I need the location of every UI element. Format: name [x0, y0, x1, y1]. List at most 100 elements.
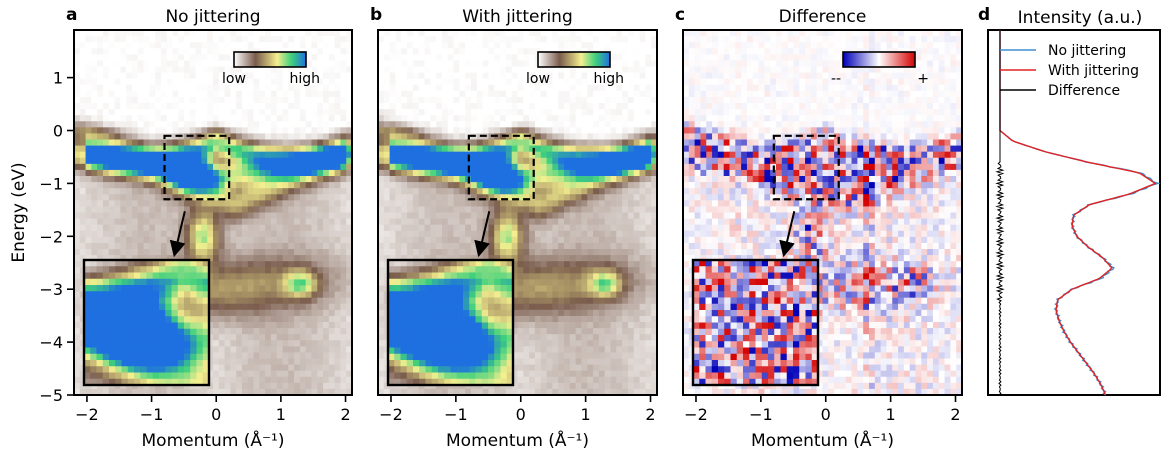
heatmap-cell	[259, 72, 266, 80]
inset-cell	[177, 303, 185, 311]
heatmap-cell	[259, 309, 266, 317]
inset-cell	[165, 272, 172, 280]
heatmap-cell	[476, 194, 484, 201]
heatmap-cell	[328, 358, 336, 365]
heatmap-cell	[459, 84, 466, 92]
heatmap-cell	[500, 42, 507, 49]
heatmap-cell	[108, 42, 115, 49]
heatmap-cell	[517, 78, 524, 86]
heatmap-cell	[430, 30, 437, 37]
heatmap-cell	[114, 133, 121, 140]
heatmap-cell	[305, 200, 312, 207]
heatmap-cell	[149, 60, 156, 67]
heatmap-cell	[378, 182, 385, 189]
heatmap-cell	[201, 157, 208, 165]
heatmap-cell	[299, 279, 307, 286]
heatmap-cell	[97, 151, 104, 159]
heatmap-cell	[102, 54, 110, 61]
heatmap-cell	[511, 176, 518, 183]
heatmap-cell	[447, 169, 454, 177]
heatmap-cell	[418, 72, 425, 80]
heatmap-cell	[436, 103, 443, 110]
heatmap-cell	[299, 346, 307, 353]
heatmap-cell	[299, 242, 307, 250]
heatmap-cell	[282, 169, 289, 177]
heatmap-cell	[259, 382, 266, 390]
heatmap-cell	[288, 255, 295, 262]
heatmap-cell	[500, 109, 507, 116]
heatmap-cell	[511, 315, 518, 323]
heatmap-cell	[172, 169, 179, 177]
heatmap-cell	[305, 230, 312, 238]
heatmap-cell	[383, 66, 391, 73]
heatmap-cell	[389, 249, 396, 256]
heatmap-cell	[218, 163, 225, 171]
heatmap-cell	[334, 30, 341, 37]
heatmap-cell	[500, 212, 507, 219]
heatmap-cell	[418, 200, 425, 207]
heatmap-cell	[299, 328, 307, 335]
heatmap-cell	[265, 291, 272, 299]
heatmap-cell	[207, 334, 214, 341]
heatmap-cell	[447, 176, 454, 183]
heatmap-cell	[317, 236, 324, 244]
heatmap-cell	[126, 78, 133, 86]
heatmap-cell	[311, 151, 318, 159]
heatmap-cell	[201, 242, 208, 250]
heatmap-cell	[418, 157, 425, 165]
heatmap-cell	[253, 303, 260, 311]
heatmap-cell	[378, 236, 385, 244]
heatmap-cell	[523, 36, 530, 43]
inset-cell	[159, 353, 166, 361]
heatmap-cell	[79, 200, 86, 207]
heatmap-cell	[436, 48, 443, 55]
heatmap-cell	[441, 78, 449, 86]
heatmap-cell	[224, 151, 231, 159]
heatmap-cell	[114, 157, 121, 165]
inset-cell	[109, 260, 116, 267]
heatmap-cell	[213, 224, 220, 232]
heatmap-cell	[500, 84, 507, 92]
heatmap-cell	[85, 78, 92, 86]
heatmap-cell	[305, 334, 312, 341]
inset-cell	[127, 322, 135, 330]
heatmap-cell	[517, 370, 524, 378]
heatmap-cell	[102, 242, 110, 250]
heatmap-cell	[412, 54, 420, 61]
heatmap-cell	[494, 78, 501, 86]
heatmap-cell	[453, 30, 460, 37]
heatmap-cell	[317, 291, 324, 299]
heatmap-cell	[505, 236, 513, 244]
heatmap-cell	[114, 109, 121, 116]
heatmap-cell	[131, 30, 139, 37]
inset-cell	[196, 260, 204, 267]
heatmap-cell	[529, 236, 536, 244]
heatmap-cell	[288, 96, 295, 104]
heatmap-cell	[184, 145, 191, 153]
heatmap-cell	[346, 328, 353, 335]
heatmap-cell	[305, 182, 312, 189]
heatmap-cell	[247, 291, 254, 299]
heatmap-cell	[305, 236, 312, 244]
heatmap-cell	[247, 218, 254, 226]
heatmap-cell	[407, 169, 414, 177]
heatmap-cell	[523, 90, 530, 98]
heatmap-cell	[334, 182, 341, 189]
heatmap-cell	[143, 48, 150, 55]
heatmap-cell	[241, 358, 249, 365]
heatmap-cell	[453, 194, 460, 201]
heatmap-cell	[143, 139, 150, 146]
heatmap-cell	[241, 84, 249, 92]
heatmap-cell	[505, 206, 513, 213]
heatmap-cell	[126, 48, 133, 55]
heatmap-cell	[523, 230, 530, 238]
inset-cell	[196, 335, 204, 342]
heatmap-cell	[447, 230, 454, 238]
heatmap-cell	[418, 30, 425, 37]
heatmap-cell	[540, 103, 547, 110]
heatmap-cell	[166, 96, 173, 104]
heatmap-cell	[114, 121, 121, 128]
heatmap-cell	[282, 188, 289, 195]
heatmap-cell	[334, 133, 341, 140]
heatmap-cell	[311, 249, 318, 256]
